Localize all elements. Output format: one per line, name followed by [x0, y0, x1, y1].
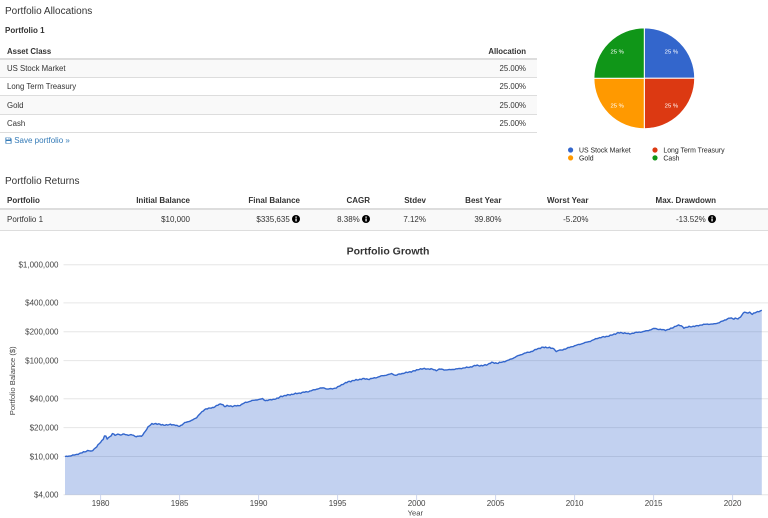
- svg-text:1980: 1980: [92, 499, 110, 508]
- svg-text:Cash: Cash: [663, 156, 679, 163]
- svg-text:1990: 1990: [250, 499, 268, 508]
- svg-text:$400,000: $400,000: [25, 299, 59, 308]
- svg-text:2020: 2020: [724, 499, 742, 508]
- svg-text:$10,000: $10,000: [30, 452, 59, 461]
- svg-text:2010: 2010: [566, 499, 584, 508]
- svg-text:1995: 1995: [329, 499, 347, 508]
- svg-text:2015: 2015: [645, 499, 663, 508]
- svg-text:Year: Year: [408, 509, 424, 518]
- svg-text:Gold: Gold: [579, 156, 594, 163]
- svg-text:25 %: 25 %: [665, 104, 679, 110]
- svg-text:$100,000: $100,000: [25, 356, 59, 365]
- svg-text:$200,000: $200,000: [25, 328, 59, 337]
- svg-text:$20,000: $20,000: [30, 423, 59, 432]
- svg-text:2000: 2000: [408, 499, 426, 508]
- svg-text:1985: 1985: [171, 499, 189, 508]
- svg-text:$4,000: $4,000: [34, 491, 59, 500]
- svg-text:$40,000: $40,000: [30, 395, 59, 404]
- svg-text:Long Term Treasury: Long Term Treasury: [663, 148, 725, 155]
- svg-text:Portfolio Growth: Portfolio Growth: [347, 246, 430, 258]
- svg-text:25 %: 25 %: [610, 104, 624, 110]
- svg-text:$1,000,000: $1,000,000: [18, 261, 59, 270]
- svg-text:25 %: 25 %: [610, 49, 624, 55]
- svg-text:25 %: 25 %: [665, 49, 679, 55]
- svg-text:2005: 2005: [487, 499, 505, 508]
- svg-text:Portfolio Balance ($): Portfolio Balance ($): [8, 346, 17, 415]
- svg-text:US Stock Market: US Stock Market: [579, 148, 631, 155]
